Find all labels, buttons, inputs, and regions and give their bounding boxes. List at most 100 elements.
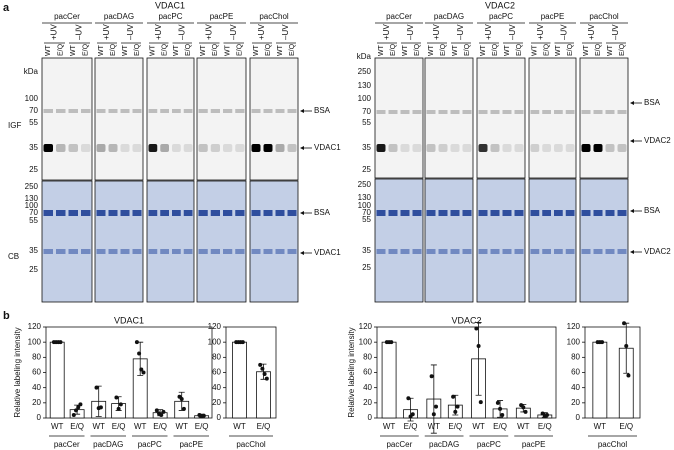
data-point bbox=[540, 411, 545, 416]
band bbox=[251, 144, 261, 152]
igf-blot bbox=[579, 57, 629, 179]
band bbox=[542, 110, 551, 114]
band bbox=[502, 110, 512, 114]
band bbox=[68, 210, 78, 216]
band bbox=[450, 110, 460, 114]
lipid-label: pacChol bbox=[589, 12, 619, 21]
chart-title: VDAC2 bbox=[451, 315, 481, 325]
band bbox=[462, 144, 472, 152]
band bbox=[96, 144, 106, 152]
x-tick-label: E/Q bbox=[257, 422, 271, 431]
lane-label: E/Q bbox=[237, 43, 244, 56]
band bbox=[593, 110, 603, 114]
data-point bbox=[179, 397, 184, 402]
band bbox=[438, 144, 448, 152]
marker-label: 100 bbox=[358, 201, 372, 210]
bar bbox=[592, 341, 608, 419]
band bbox=[172, 210, 181, 216]
lipid-label: pacPC bbox=[158, 12, 182, 21]
data-point bbox=[410, 412, 415, 417]
band bbox=[605, 249, 615, 254]
lane-label: E/Q bbox=[83, 43, 90, 56]
y-tick-label: 40 bbox=[32, 383, 41, 392]
data-point bbox=[434, 404, 439, 409]
band bbox=[120, 210, 130, 216]
lane-label: E/Q bbox=[492, 43, 499, 56]
band bbox=[43, 144, 53, 152]
data-point bbox=[114, 395, 119, 400]
band bbox=[43, 109, 53, 113]
igf-blot bbox=[374, 57, 424, 179]
marker-label: 70 bbox=[362, 208, 371, 217]
marker-label: 25 bbox=[362, 263, 371, 272]
data-point bbox=[478, 400, 483, 405]
x-tick-label: WT bbox=[92, 422, 105, 431]
band bbox=[160, 249, 169, 254]
band bbox=[462, 210, 472, 216]
band bbox=[160, 210, 169, 216]
lane-label: E/Q bbox=[567, 43, 574, 56]
lane-label: WT bbox=[378, 44, 385, 56]
lane-label: WT bbox=[607, 44, 614, 56]
row-label: CB bbox=[8, 252, 19, 261]
arrow-head bbox=[300, 109, 304, 113]
lane-label: WT bbox=[122, 44, 129, 56]
band bbox=[120, 249, 130, 254]
band bbox=[251, 249, 261, 254]
arrow-head bbox=[630, 101, 634, 105]
y-tick-label: 100 bbox=[567, 337, 581, 346]
lane-label: WT bbox=[224, 44, 231, 56]
band bbox=[198, 249, 208, 254]
uv-label: +UV bbox=[50, 24, 59, 40]
band-label: BSA bbox=[314, 208, 331, 217]
band-label: BSA bbox=[644, 98, 661, 107]
data-point bbox=[116, 406, 121, 411]
arrow-head bbox=[630, 209, 634, 213]
band bbox=[376, 110, 386, 114]
band bbox=[581, 110, 591, 114]
y-tick-label: 120 bbox=[208, 322, 222, 331]
y-tick-label: 20 bbox=[363, 398, 372, 407]
uv-label: +UV bbox=[257, 24, 266, 40]
igf-blot bbox=[249, 57, 299, 181]
y-tick-label: 80 bbox=[32, 352, 41, 361]
band bbox=[542, 210, 551, 216]
band bbox=[132, 210, 142, 216]
lipid-label: pacDAG bbox=[104, 12, 134, 21]
y-tick-label: 40 bbox=[212, 383, 221, 392]
data-point bbox=[622, 321, 627, 326]
band bbox=[530, 210, 540, 216]
band bbox=[132, 249, 142, 254]
group-label: pacDAG bbox=[429, 440, 459, 449]
uv-label: –UV bbox=[177, 24, 186, 40]
x-tick-label: E/Q bbox=[448, 422, 462, 431]
data-point bbox=[431, 412, 436, 417]
data-point bbox=[264, 376, 269, 381]
lane-label: E/Q bbox=[185, 43, 192, 56]
band bbox=[235, 144, 245, 152]
band bbox=[554, 210, 563, 216]
band bbox=[388, 210, 398, 216]
band bbox=[426, 249, 436, 254]
band bbox=[198, 144, 208, 152]
lane-label: WT bbox=[70, 44, 77, 56]
group-label: pacPE bbox=[522, 440, 546, 449]
band bbox=[502, 144, 512, 152]
y-axis-label: Relative labeling intensity bbox=[13, 327, 22, 417]
y-tick-label: 40 bbox=[363, 383, 372, 392]
y-tick-label: 120 bbox=[567, 322, 581, 331]
band bbox=[198, 109, 208, 113]
x-tick-label: E/Q bbox=[404, 422, 418, 431]
lane-label: E/Q bbox=[619, 43, 626, 56]
marker-label: 250 bbox=[358, 180, 372, 189]
band bbox=[412, 110, 422, 114]
band bbox=[235, 249, 245, 254]
band bbox=[108, 249, 118, 254]
plot-frame bbox=[376, 326, 557, 419]
x-tick-label: WT bbox=[233, 422, 246, 431]
lane-label: E/Q bbox=[265, 43, 272, 56]
lane-label: WT bbox=[555, 44, 562, 56]
marker-label: 100 bbox=[358, 94, 372, 103]
band bbox=[490, 144, 500, 152]
